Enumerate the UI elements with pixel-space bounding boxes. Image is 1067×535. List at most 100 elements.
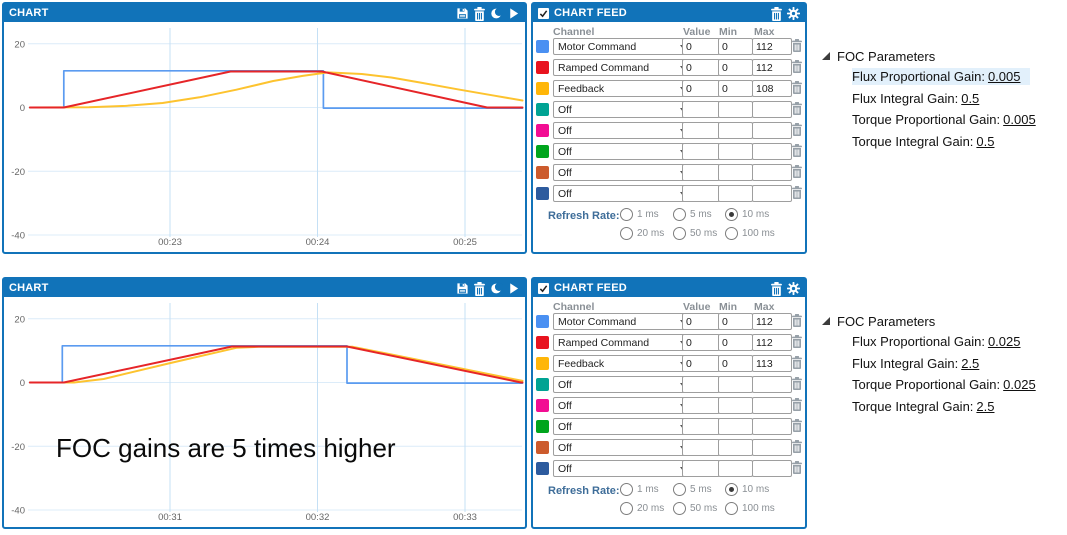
channel-select[interactable]: Motor Command: [553, 38, 691, 55]
foc-parameter-value[interactable]: 0.005: [1003, 112, 1036, 128]
min-field[interactable]: [718, 122, 753, 139]
value-field[interactable]: [682, 164, 720, 181]
channel-select[interactable]: Off: [553, 418, 691, 435]
delete-channel-trash-icon[interactable]: [791, 461, 803, 474]
trash-icon[interactable]: [770, 281, 783, 296]
max-field[interactable]: [752, 460, 792, 477]
value-field[interactable]: [682, 355, 720, 372]
min-field[interactable]: [718, 418, 753, 435]
delete-channel-trash-icon[interactable]: [791, 356, 803, 369]
value-field[interactable]: [682, 376, 720, 393]
min-field[interactable]: [718, 59, 753, 76]
channel-select[interactable]: Off: [553, 397, 691, 414]
refresh-rate-radio[interactable]: 1 ms: [620, 208, 659, 221]
gear-icon[interactable]: [787, 281, 800, 295]
refresh-rate-radio[interactable]: 20 ms: [620, 502, 664, 515]
max-field[interactable]: [752, 80, 792, 97]
refresh-rate-radio[interactable]: 50 ms: [673, 502, 717, 515]
min-field[interactable]: [718, 185, 753, 202]
refresh-rate-radio[interactable]: 50 ms: [673, 227, 717, 240]
channel-select[interactable]: Ramped Command: [553, 59, 691, 76]
value-field[interactable]: [682, 397, 720, 414]
value-field[interactable]: [682, 59, 720, 76]
refresh-rate-radio[interactable]: 5 ms: [673, 483, 712, 496]
delete-channel-trash-icon[interactable]: [791, 165, 803, 178]
min-field[interactable]: [718, 313, 753, 330]
value-field[interactable]: [682, 418, 720, 435]
delete-channel-trash-icon[interactable]: [791, 335, 803, 348]
save-icon[interactable]: [456, 282, 469, 295]
moon-icon[interactable]: [490, 282, 504, 295]
delete-channel-trash-icon[interactable]: [791, 39, 803, 52]
max-field[interactable]: [752, 418, 792, 435]
value-field[interactable]: [682, 122, 720, 139]
max-field[interactable]: [752, 439, 792, 456]
min-field[interactable]: [718, 334, 753, 351]
chart-feed-checkbox[interactable]: [538, 7, 549, 19]
delete-channel-trash-icon[interactable]: [791, 398, 803, 411]
channel-select[interactable]: Off: [553, 439, 691, 456]
delete-channel-trash-icon[interactable]: [791, 314, 803, 327]
delete-channel-trash-icon[interactable]: [791, 144, 803, 157]
refresh-rate-radio[interactable]: 10 ms: [725, 208, 769, 221]
max-field[interactable]: [752, 143, 792, 160]
value-field[interactable]: [682, 460, 720, 477]
max-field[interactable]: [752, 185, 792, 202]
trash-icon[interactable]: [473, 281, 486, 296]
delete-channel-trash-icon[interactable]: [791, 440, 803, 453]
channel-select[interactable]: Off: [553, 164, 691, 181]
min-field[interactable]: [718, 101, 753, 118]
min-field[interactable]: [718, 164, 753, 181]
play-icon[interactable]: [507, 282, 520, 295]
foc-parameter-value[interactable]: 2.5: [976, 398, 995, 414]
value-field[interactable]: [682, 38, 720, 55]
max-field[interactable]: [752, 334, 792, 351]
refresh-rate-radio[interactable]: 100 ms: [725, 502, 775, 515]
refresh-rate-radio[interactable]: 20 ms: [620, 227, 664, 240]
max-field[interactable]: [752, 101, 792, 118]
min-field[interactable]: [718, 397, 753, 414]
foc-parameter-value[interactable]: 2.5: [961, 355, 980, 371]
value-field[interactable]: [682, 80, 720, 97]
refresh-rate-radio[interactable]: 100 ms: [725, 227, 775, 240]
value-field[interactable]: [682, 185, 720, 202]
foc-parameter-value[interactable]: 0.5: [961, 90, 980, 106]
min-field[interactable]: [718, 376, 753, 393]
refresh-rate-radio[interactable]: 1 ms: [620, 483, 659, 496]
min-field[interactable]: [718, 439, 753, 456]
save-icon[interactable]: [456, 7, 469, 20]
delete-channel-trash-icon[interactable]: [791, 419, 803, 432]
foc-parameter-value[interactable]: 0.005: [987, 69, 1021, 85]
max-field[interactable]: [752, 59, 792, 76]
tree-expanded-icon[interactable]: [822, 317, 830, 325]
channel-select[interactable]: Feedback: [553, 355, 691, 372]
min-field[interactable]: [718, 355, 753, 372]
delete-channel-trash-icon[interactable]: [791, 81, 803, 94]
gear-icon[interactable]: [787, 6, 800, 20]
chart-feed-checkbox[interactable]: [538, 282, 549, 294]
channel-select[interactable]: Off: [553, 460, 691, 477]
tree-expanded-icon[interactable]: [822, 52, 830, 60]
delete-channel-trash-icon[interactable]: [791, 123, 803, 136]
channel-select[interactable]: Motor Command: [553, 313, 691, 330]
min-field[interactable]: [718, 460, 753, 477]
channel-select[interactable]: Off: [553, 143, 691, 160]
channel-select[interactable]: Feedback: [553, 80, 691, 97]
value-field[interactable]: [682, 143, 720, 160]
refresh-rate-radio[interactable]: 10 ms: [725, 483, 769, 496]
channel-select[interactable]: Off: [553, 122, 691, 139]
max-field[interactable]: [752, 376, 792, 393]
value-field[interactable]: [682, 313, 720, 330]
moon-icon[interactable]: [490, 7, 504, 20]
max-field[interactable]: [752, 397, 792, 414]
trash-icon[interactable]: [770, 6, 783, 21]
min-field[interactable]: [718, 38, 753, 55]
channel-select[interactable]: Off: [553, 376, 691, 393]
channel-select[interactable]: Ramped Command: [553, 334, 691, 351]
value-field[interactable]: [682, 101, 720, 118]
foc-parameter-value[interactable]: 0.025: [987, 334, 1021, 350]
min-field[interactable]: [718, 80, 753, 97]
max-field[interactable]: [752, 38, 792, 55]
max-field[interactable]: [752, 164, 792, 181]
max-field[interactable]: [752, 313, 792, 330]
